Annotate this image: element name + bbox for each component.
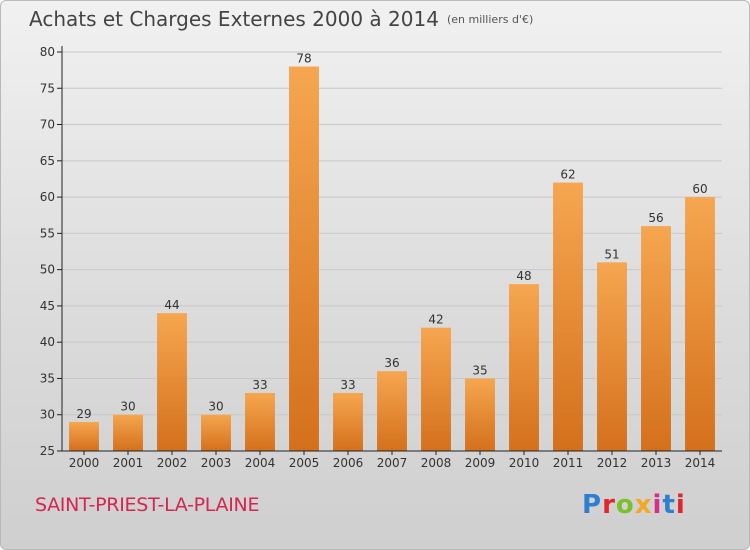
bar-2006 (333, 392, 363, 451)
y-tick-label: 75 (40, 81, 55, 95)
proxiti-logo[interactable]: Proxiti (582, 490, 686, 520)
value-label-2004: 33 (252, 378, 267, 392)
x-tick-label-2003: 2003 (201, 456, 232, 470)
bars: 29 30 44 30 33 78 33 36 42 35 48 62 51 56 60 (69, 52, 715, 451)
bar-2007 (377, 371, 407, 451)
y-tick-label: 60 (40, 190, 55, 204)
commune-name: SAINT-PRIEST-LA-PLAINE (35, 494, 260, 516)
bar-2003 (201, 414, 231, 451)
x-tick-label-2002: 2002 (157, 456, 188, 470)
logo-letter: i (652, 490, 663, 520)
x-tick-label-2013: 2013 (641, 456, 672, 470)
bar-2002 (157, 313, 187, 451)
bar-2011 (553, 182, 583, 451)
x-tick-label-2000: 2000 (69, 456, 100, 470)
logo-letter: P (582, 490, 603, 520)
chart-title: Achats et Charges Externes 2000 à 2014 (e… (29, 7, 533, 31)
value-label-2010: 48 (516, 269, 531, 283)
axes: 25 30 35 40 45 50 55 60 65 70 75 80 2000 2001 2002 2003… (40, 45, 722, 470)
value-label-2009: 35 (472, 363, 487, 377)
y-tick-label: 50 (40, 263, 55, 277)
x-tick-label-2001: 2001 (113, 456, 144, 470)
value-label-2011: 62 (560, 168, 575, 182)
x-tick-label-2005: 2005 (289, 456, 320, 470)
bar-2005 (289, 66, 319, 451)
x-tick-label-2007: 2007 (377, 456, 408, 470)
y-tick-label: 65 (40, 154, 55, 168)
y-tick-label: 40 (40, 335, 55, 349)
value-label-2013: 56 (648, 211, 663, 225)
value-label-2000: 29 (76, 407, 91, 421)
value-label-2014: 60 (692, 182, 707, 196)
x-tick-label-2012: 2012 (597, 456, 628, 470)
y-tick-label: 45 (40, 299, 55, 313)
value-label-2003: 30 (208, 400, 223, 414)
bar-2004 (245, 392, 275, 451)
chart-subtitle: (en milliers d'€) (446, 13, 534, 26)
bar-2000 (69, 421, 99, 451)
value-label-2006: 33 (340, 378, 355, 392)
value-label-2012: 51 (604, 247, 619, 261)
bar-2012 (597, 262, 627, 451)
bar-2013 (641, 226, 671, 451)
bar-2008 (421, 327, 451, 451)
x-tick-label-2014: 2014 (685, 456, 716, 470)
logo-letter: x (634, 490, 653, 520)
bar-2009 (465, 378, 495, 451)
value-label-2007: 36 (384, 356, 399, 370)
y-tick-label: 80 (40, 45, 55, 59)
logo-letter: r (602, 490, 616, 520)
bar-2014 (685, 197, 715, 451)
value-label-2002: 44 (164, 298, 179, 312)
y-tick-label: 30 (40, 408, 55, 422)
x-tick-label-2008: 2008 (421, 456, 452, 470)
bar-2001 (113, 414, 143, 451)
y-tick-label: 35 (40, 371, 55, 385)
chart-title-text: Achats et Charges Externes 2000 à 2014 (29, 7, 439, 31)
logo-letter: i (675, 490, 686, 520)
logo-letter: t (662, 490, 676, 520)
x-tick-label-2011: 2011 (553, 456, 584, 470)
y-tick-label: 55 (40, 226, 55, 240)
value-label-2005: 78 (296, 52, 311, 66)
x-tick-label-2006: 2006 (333, 456, 364, 470)
logo-letter: o (615, 490, 635, 520)
y-tick-label: 70 (40, 118, 55, 132)
x-tick-label-2010: 2010 (509, 456, 540, 470)
x-tick-label-2004: 2004 (245, 456, 276, 470)
value-label-2008: 42 (428, 313, 443, 327)
bar-2010 (509, 284, 539, 451)
y-tick-label: 25 (40, 444, 55, 458)
value-label-2001: 30 (120, 400, 135, 414)
x-tick-label-2009: 2009 (465, 456, 496, 470)
